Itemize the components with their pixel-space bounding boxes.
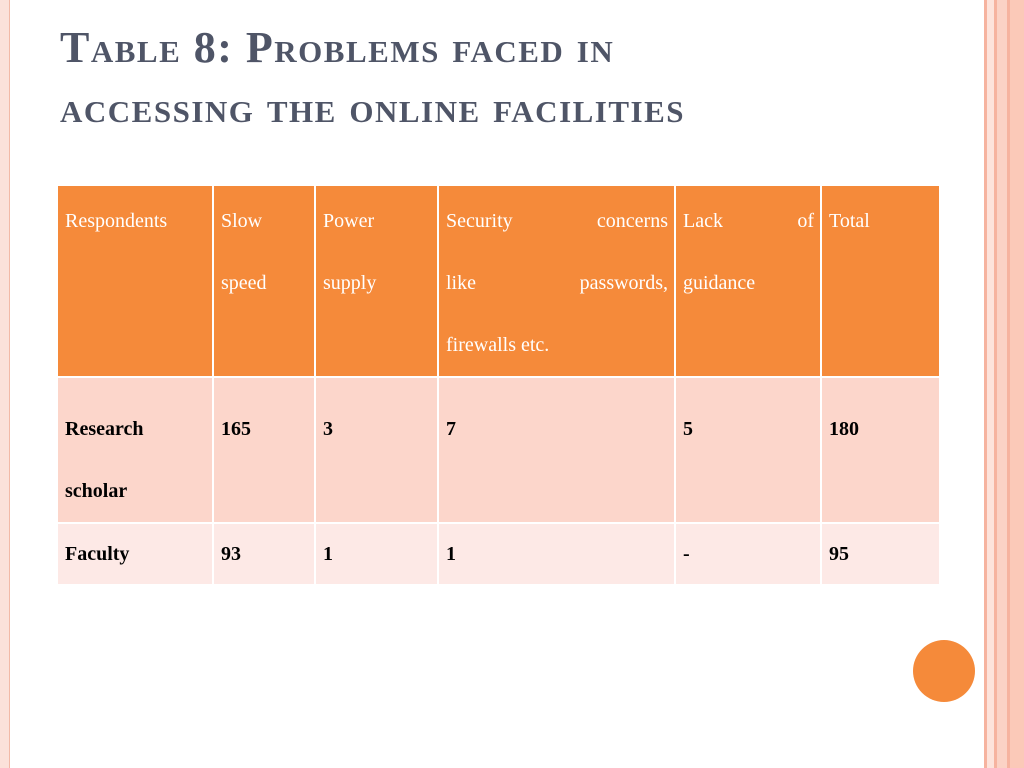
decorative-orange-circle [913,640,975,702]
header-lack-of-guidance: Lack of guidance [674,184,822,378]
cell-respondent: Faculty [56,522,214,586]
cell-security: 1 [437,522,676,586]
cell-lack-of-guidance: - [674,522,822,586]
cell-power-supply: 1 [314,522,439,586]
table-header-row: Respondents Slow speed Power supply Secu… [56,184,941,378]
cell-lack-of-guidance: 5 [674,376,822,524]
table-row: Research scholar 165 3 7 5 180 [56,376,941,524]
header-security-concerns: Security concerns like passwords, firewa… [437,184,676,378]
cell-total: 180 [820,376,941,524]
header-slow-speed: Slow speed [212,184,316,378]
slide-title-line-2: accessing the online facilities [60,83,686,132]
cell-security: 7 [437,376,676,524]
cell-respondent: Research scholar [56,376,214,524]
right-border-decoration [976,0,1024,768]
cell-power-supply: 3 [314,376,439,524]
header-total: Total [820,184,941,378]
cell-slow-speed: 165 [212,376,316,524]
table-row: Faculty 93 1 1 - 95 [56,522,941,586]
cell-total: 95 [820,522,941,586]
header-respondents: Respondents [56,184,214,378]
left-border-decoration [0,0,10,768]
header-power-supply: Power supply [314,184,439,378]
problems-table: Respondents Slow speed Power supply Secu… [56,184,941,586]
slide-title: Table 8: Problems faced in accessing the… [60,18,920,138]
slide-title-line-1: Table 8: Problems faced in [60,23,615,72]
cell-slow-speed: 93 [212,522,316,586]
